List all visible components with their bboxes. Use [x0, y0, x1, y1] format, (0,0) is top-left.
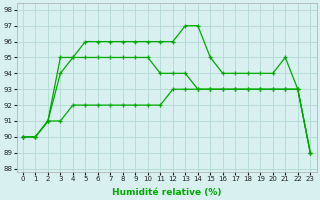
X-axis label: Humidité relative (%): Humidité relative (%): [112, 188, 221, 197]
